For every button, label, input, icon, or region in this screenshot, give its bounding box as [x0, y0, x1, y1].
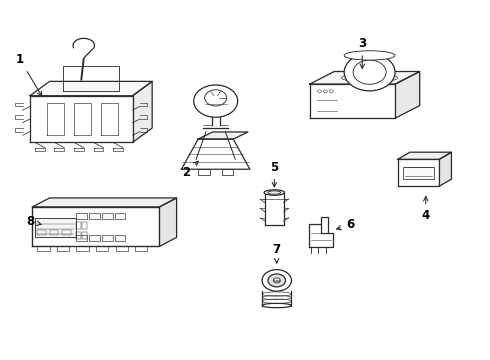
- Polygon shape: [32, 198, 176, 207]
- Text: 6: 6: [337, 218, 354, 231]
- Bar: [102, 213, 113, 220]
- Ellipse shape: [264, 190, 285, 195]
- Polygon shape: [310, 72, 419, 84]
- Text: 5: 5: [270, 161, 278, 187]
- Polygon shape: [181, 139, 250, 169]
- Bar: [115, 234, 125, 241]
- Polygon shape: [30, 81, 152, 96]
- Text: 3: 3: [358, 37, 367, 68]
- Polygon shape: [262, 291, 292, 306]
- Bar: [82, 232, 87, 239]
- Ellipse shape: [262, 303, 292, 308]
- Polygon shape: [265, 193, 284, 225]
- Bar: [76, 232, 81, 239]
- Bar: [37, 230, 46, 234]
- Text: 1: 1: [16, 53, 42, 96]
- Polygon shape: [198, 132, 248, 139]
- Polygon shape: [73, 39, 95, 58]
- Polygon shape: [159, 198, 176, 246]
- Polygon shape: [310, 84, 395, 118]
- Bar: [76, 222, 81, 229]
- Circle shape: [194, 85, 238, 117]
- Ellipse shape: [342, 73, 397, 82]
- Polygon shape: [439, 152, 451, 186]
- Polygon shape: [30, 96, 133, 142]
- Polygon shape: [398, 152, 451, 159]
- Bar: [35, 218, 76, 237]
- Polygon shape: [395, 72, 419, 118]
- Bar: [89, 213, 100, 220]
- Circle shape: [262, 270, 292, 291]
- Circle shape: [273, 278, 280, 283]
- Text: 8: 8: [26, 215, 41, 228]
- Circle shape: [344, 54, 395, 91]
- Polygon shape: [309, 224, 333, 247]
- Polygon shape: [133, 81, 152, 142]
- Text: 7: 7: [273, 243, 281, 263]
- Bar: [82, 222, 87, 229]
- Polygon shape: [212, 114, 220, 125]
- Polygon shape: [398, 159, 439, 186]
- Bar: [76, 234, 87, 241]
- Bar: [49, 230, 58, 234]
- Bar: [102, 234, 113, 241]
- Bar: [62, 230, 71, 234]
- Bar: [115, 213, 125, 220]
- Polygon shape: [32, 207, 159, 246]
- Ellipse shape: [268, 191, 281, 194]
- Bar: [403, 167, 434, 179]
- Bar: [89, 234, 100, 241]
- Bar: [76, 213, 87, 220]
- Circle shape: [268, 274, 286, 287]
- Text: 2: 2: [182, 161, 198, 179]
- Text: 4: 4: [422, 197, 430, 222]
- Ellipse shape: [344, 51, 395, 60]
